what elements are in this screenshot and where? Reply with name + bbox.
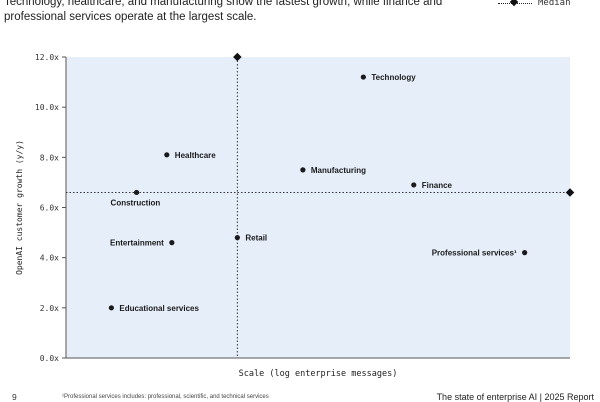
data-point [411, 182, 417, 188]
data-point-label: Healthcare [175, 151, 216, 160]
x-axis-title: Scale (log enterprise messages) [239, 369, 398, 379]
report-title: The state of enterprise AI | 2025 Report [436, 392, 594, 402]
footnote: ¹Professional services includes: profess… [62, 394, 269, 400]
data-point [300, 167, 306, 173]
median-legend-label: Median [538, 0, 571, 8]
data-point [169, 240, 175, 246]
plot-area [66, 57, 570, 358]
data-point [133, 189, 140, 196]
y-tick-label: 8.0x [40, 153, 59, 162]
data-point-label: Manufacturing [311, 166, 366, 175]
median-legend-symbol [498, 0, 532, 7]
data-point-label: Technology [371, 73, 416, 82]
y-tick-label: 4.0x [40, 254, 59, 263]
chart-subtitle: Technology, healthcare, and manufacturin… [4, 0, 443, 23]
y-tick-label: 10.0x [35, 103, 59, 112]
median-marker-top [233, 52, 242, 62]
data-point [360, 74, 366, 80]
y-tick-label: 0.0x [40, 354, 59, 363]
data-point-label: Finance [422, 181, 453, 190]
page-number: 9 [12, 392, 17, 402]
data-point-label: Retail [245, 234, 267, 243]
data-point [108, 305, 114, 311]
y-tick-label: 6.0x [40, 204, 59, 213]
data-point-label: Educational services [119, 304, 199, 313]
data-point [522, 250, 528, 256]
y-tick-label: 12.0x [35, 53, 59, 62]
data-point [234, 235, 240, 241]
y-tick-label: 2.0x [40, 304, 59, 313]
data-point-label: Professional services¹ [432, 249, 517, 258]
y-axis-title: OpenAI customer growth (y/y) [15, 140, 24, 275]
data-point-label: Construction [111, 198, 161, 207]
data-point [164, 152, 170, 158]
data-point-label: Entertainment [110, 239, 164, 248]
chart-legend: Median [498, 0, 571, 10]
